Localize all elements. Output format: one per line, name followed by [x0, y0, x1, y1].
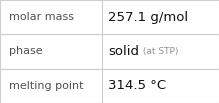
Text: phase: phase — [9, 46, 42, 57]
Text: (at STP): (at STP) — [141, 47, 179, 56]
Text: molar mass: molar mass — [9, 12, 74, 22]
Text: melting point: melting point — [9, 81, 83, 91]
Text: solid: solid — [108, 45, 140, 58]
Text: 314.5 °C: 314.5 °C — [108, 79, 166, 92]
Text: 257.1 g/mol: 257.1 g/mol — [108, 11, 189, 24]
